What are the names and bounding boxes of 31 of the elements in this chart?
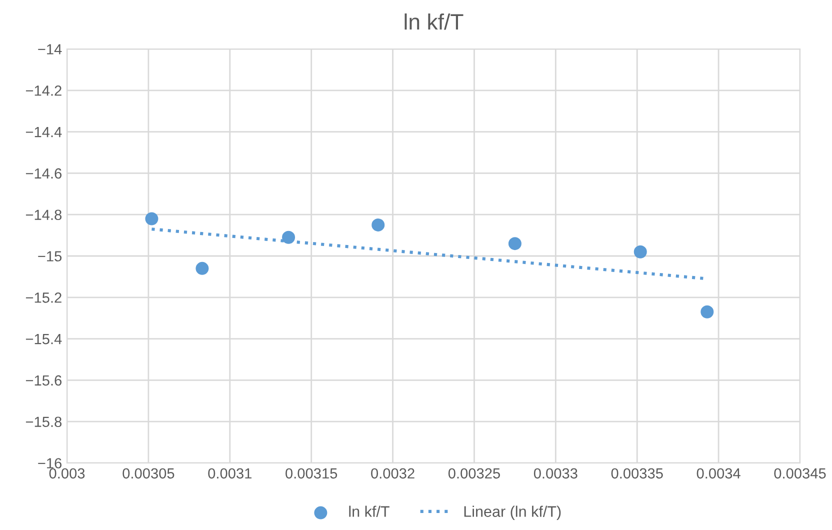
point <box>508 237 522 250</box>
x-tick-label: 0.00335 <box>611 468 663 479</box>
point <box>634 245 647 258</box>
point <box>145 212 158 226</box>
y-tick-label: −15.6 <box>26 375 62 386</box>
y-tick-label: −15.4 <box>26 334 62 344</box>
x-tick-label: 0.0032 <box>371 468 414 479</box>
point <box>282 230 296 244</box>
x-tick-label: 0.00345 <box>774 468 826 479</box>
x-tick-label: 0.0031 <box>208 468 252 479</box>
y-tick-label: −15.2 <box>26 292 62 303</box>
legend-label: Linear (ln kf/T) <box>464 506 561 520</box>
x-tick-label: 0.003 <box>49 468 85 479</box>
y-tick-label: −14 <box>38 44 62 54</box>
point <box>196 262 209 275</box>
y-tick-label: −14.6 <box>26 168 62 179</box>
y-tick-label: −14.2 <box>26 86 62 96</box>
y-tick-label: −15.8 <box>26 416 62 428</box>
legend-label: ln kf/T <box>349 506 390 517</box>
point <box>700 305 714 318</box>
y-tick-label: −14.8 <box>26 210 62 220</box>
y-tick-label: −15 <box>38 251 62 262</box>
point <box>372 218 385 232</box>
x-tick-label: 0.00325 <box>448 468 500 479</box>
x-tick-label: 0.00305 <box>122 468 174 479</box>
x-tick-label: 0.00315 <box>286 468 338 479</box>
y-tick-label: −14.4 <box>26 127 62 138</box>
y-tick-label: −16 <box>38 458 62 468</box>
x-tick-label: 0.0034 <box>696 468 740 479</box>
x-tick-label: 0.0033 <box>534 468 578 479</box>
chart-title: ln kf/T <box>404 13 464 30</box>
